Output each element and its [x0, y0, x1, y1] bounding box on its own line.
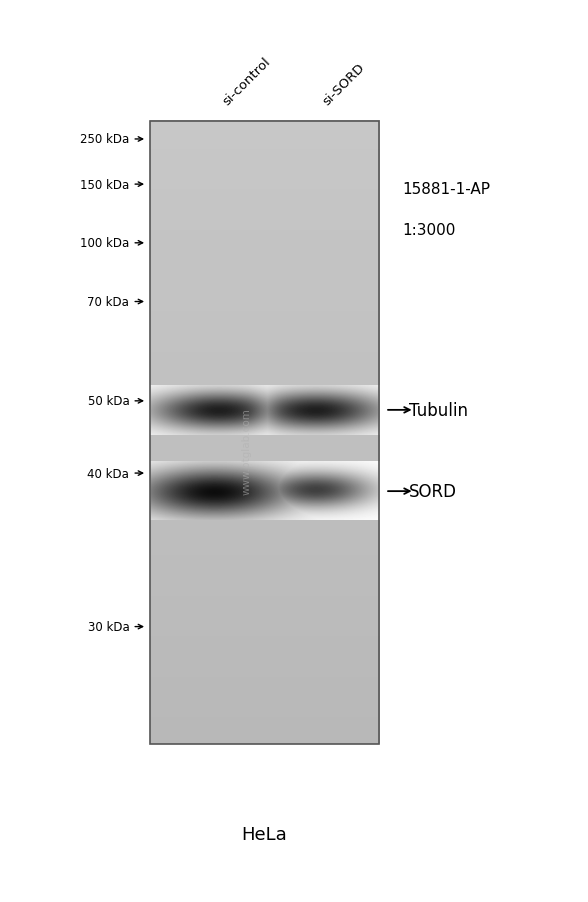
- Text: Tubulin: Tubulin: [409, 401, 467, 419]
- Text: 250 kDa: 250 kDa: [80, 133, 129, 146]
- Text: 150 kDa: 150 kDa: [80, 179, 129, 191]
- Text: 100 kDa: 100 kDa: [80, 237, 129, 250]
- Text: 70 kDa: 70 kDa: [88, 296, 129, 308]
- Text: www.ptglab.com: www.ptglab.com: [242, 408, 252, 494]
- Text: HeLa: HeLa: [242, 825, 288, 843]
- Text: 15881-1-AP: 15881-1-AP: [403, 182, 491, 197]
- Text: SORD: SORD: [409, 483, 457, 501]
- Bar: [150, 122, 379, 744]
- Text: 30 kDa: 30 kDa: [88, 621, 129, 633]
- Text: si-SORD: si-SORD: [320, 61, 368, 108]
- Text: si-control: si-control: [220, 55, 273, 108]
- Text: 40 kDa: 40 kDa: [88, 467, 129, 480]
- Text: 1:3000: 1:3000: [403, 223, 456, 237]
- Text: 50 kDa: 50 kDa: [88, 395, 129, 408]
